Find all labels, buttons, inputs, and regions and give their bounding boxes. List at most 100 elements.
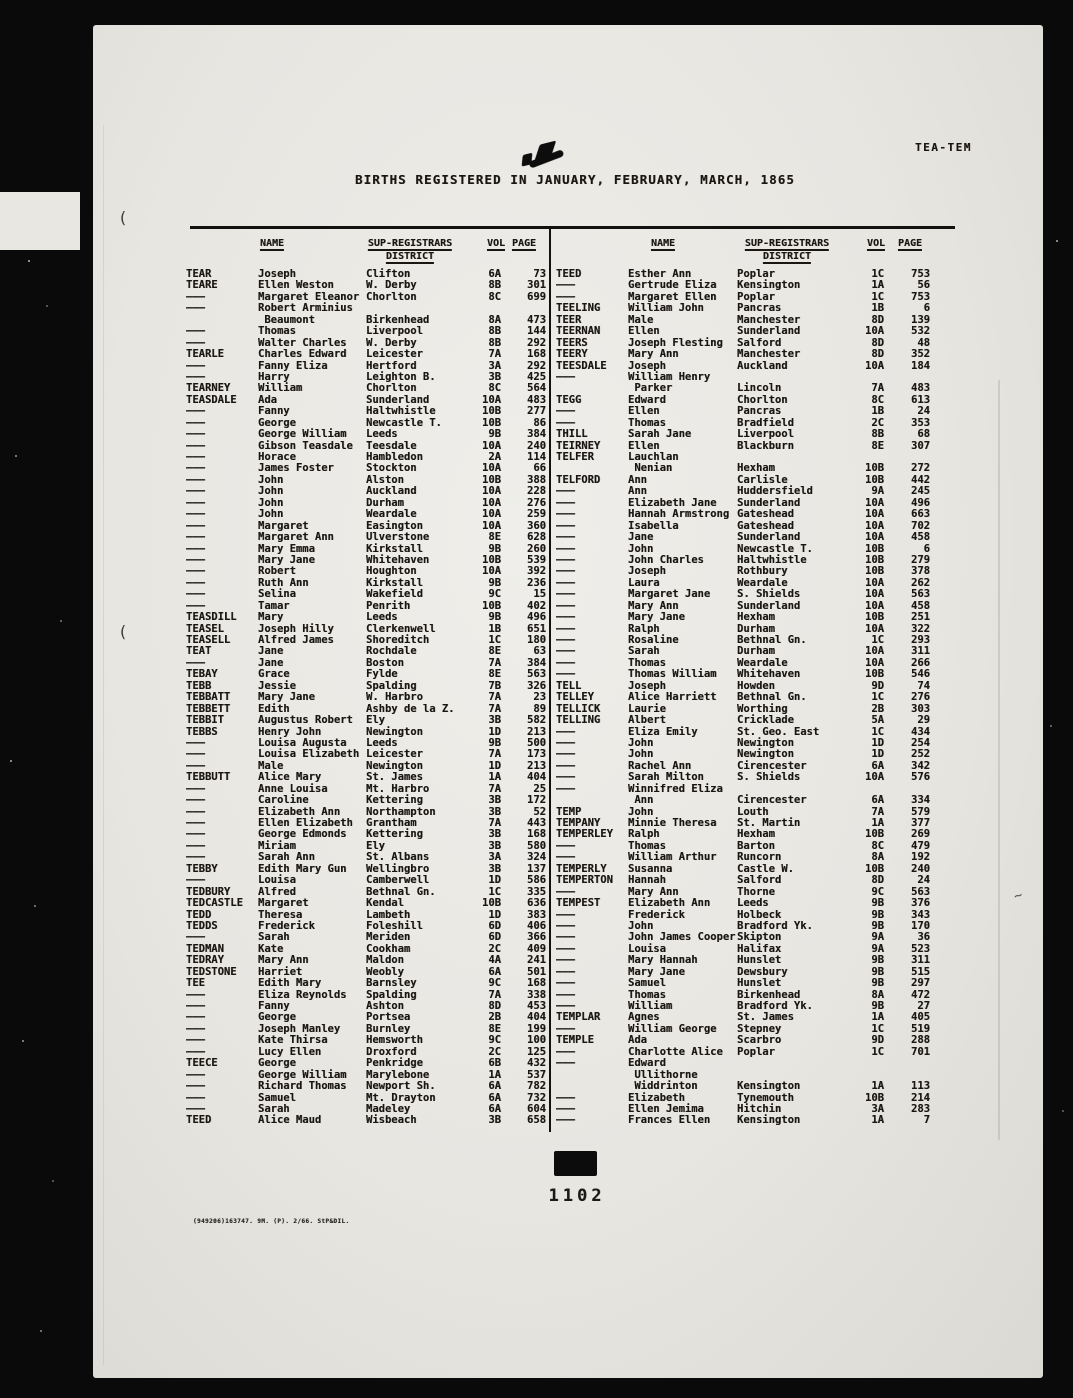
page-cell: 259 — [527, 508, 546, 521]
given-name-cell: Augustus Robert — [258, 714, 353, 727]
given-name-cell: John — [258, 496, 284, 509]
page-cell: 388 — [527, 473, 546, 486]
district-cell: Durham — [737, 622, 775, 635]
vol-cell: 1A — [488, 1068, 501, 1081]
index-row: ——— William Bradford Yk. 9B 27 — [556, 1000, 932, 1012]
vol-cell: 1C — [871, 691, 884, 704]
district-cell: Sunderland — [737, 531, 801, 544]
page-cell: 100 — [527, 1034, 546, 1047]
vol-cell: 1D — [488, 725, 501, 738]
surname-cell: ——— — [556, 279, 575, 292]
surname-cell: TEBAY — [186, 668, 218, 681]
index-row: ——— George William Marylebone 1A 537 — [186, 1068, 549, 1081]
vol-cell: 9A — [871, 485, 884, 498]
surname-cell: ——— — [556, 942, 575, 955]
page-cell: 251 — [911, 611, 930, 624]
index-row: ——— Ellen Pancras 1B 24 — [556, 405, 932, 418]
index-row: ——— John Auckland 10A 228 — [186, 485, 549, 498]
district-cell: Leeds — [366, 611, 398, 624]
district-cell: Newcastle T. — [366, 416, 442, 429]
surname-cell: ——— — [186, 473, 205, 486]
page-cell: 483 — [527, 393, 546, 406]
surname-cell: ——— — [556, 1045, 575, 1058]
page-cell: 392 — [527, 565, 546, 578]
page-cell: 582 — [527, 714, 546, 727]
given-name-cell: Jane — [258, 656, 284, 669]
district-cell: Leighton B. — [366, 370, 436, 383]
surname-cell: ——— — [186, 359, 205, 372]
surname-cell: ——— — [556, 1091, 575, 1104]
page-cell: 539 — [527, 553, 546, 566]
index-row: ——— Louisa Halifax 9A 523 — [556, 942, 932, 955]
surname-cell: TEGG — [556, 393, 582, 406]
district-cell: Hexham — [737, 828, 775, 841]
vol-cell: 1A — [871, 1080, 884, 1093]
page-cell: 576 — [911, 771, 930, 784]
surname-cell: TEE — [186, 977, 205, 990]
surname-cell: ——— — [186, 851, 205, 864]
vol-cell: 1A — [871, 1011, 884, 1024]
vol-cell: 1C — [871, 725, 884, 738]
district-cell: Hemsworth — [366, 1034, 423, 1047]
district-cell: Bradfield — [737, 416, 794, 429]
surname-cell: ——— — [556, 405, 575, 418]
page-cell: 311 — [911, 645, 930, 658]
vol-cell: 8D — [871, 348, 884, 361]
page-cell: 326 — [527, 679, 546, 692]
district-cell: Leeds — [737, 897, 769, 910]
index-row: TEASELL Alfred James Shoreditch 1C 180 — [186, 634, 549, 646]
page-cell: 25 — [533, 782, 546, 795]
surname-cell: ——— — [556, 576, 575, 589]
district-cell: Rochdale — [366, 645, 417, 658]
given-name-cell: Alice Maud — [258, 1114, 322, 1127]
district-cell: S. Shields — [737, 771, 801, 784]
surname-cell: ——— — [556, 977, 575, 990]
surname-cell: TEDDS — [186, 919, 218, 932]
given-name-cell: Nenian — [628, 462, 673, 475]
page-cell: 301 — [527, 279, 546, 292]
vol-cell: 7A — [488, 348, 501, 361]
surname-cell: ——— — [186, 759, 205, 772]
index-row: ——— Robert Arminius — [186, 302, 549, 314]
index-row: TEAT Jane Rochdale 8E 63 — [186, 645, 549, 658]
given-name-cell: Beaumont — [258, 313, 315, 326]
given-name-cell: John — [258, 485, 284, 498]
vol-cell: 1D — [488, 759, 501, 772]
margin-mark: ( — [118, 622, 128, 641]
page-cell: 343 — [911, 908, 930, 921]
vol-cell: 8B — [488, 325, 501, 338]
given-name-cell: Thomas — [628, 988, 666, 1001]
page-cell: 86 — [533, 416, 546, 429]
vol-cell: 9B — [871, 954, 884, 967]
index-row: ——— Selina Wakefield 9C 15 — [186, 588, 549, 600]
page-cell: 406 — [527, 919, 546, 932]
surname-cell: ——— — [186, 576, 205, 589]
surname-cell: ——— — [186, 1102, 205, 1115]
district-cell: Cricklade — [737, 714, 794, 727]
index-row: ——— Ellen Elizabeth Grantham 7A 443 — [186, 817, 549, 829]
page-cell: 753 — [911, 290, 930, 303]
index-row: TEBBIT Augustus Robert Ely 3B 582 — [186, 714, 549, 727]
vol-cell: 8C — [488, 290, 501, 303]
vol-cell: 7A — [488, 782, 501, 795]
index-row: ——— Fanny Haltwhistle 10B 277 — [186, 405, 549, 417]
index-row: TEMPLE Ada Scarbro 9D 288 — [556, 1034, 932, 1047]
surname-cell: ——— — [556, 553, 575, 566]
district-cell: Newington — [737, 748, 794, 761]
page-cell: 613 — [911, 393, 930, 406]
given-name-cell: John — [628, 748, 654, 761]
page-cell: 52 — [533, 805, 546, 818]
district-cell: Scarbro — [737, 1034, 782, 1047]
vol-cell: 3A — [488, 851, 501, 864]
vol-cell: 1B — [871, 405, 884, 418]
vol-cell: 3A — [488, 359, 501, 372]
index-row: Parker Lincoln 7A 483 — [556, 382, 932, 394]
page-cell: 241 — [527, 954, 546, 967]
edge-smudge-mark: ~ — [1011, 887, 1025, 905]
column-header-district: DISTRICT — [762, 251, 812, 264]
page-cell: 404 — [527, 771, 546, 784]
given-name-cell: John — [628, 919, 654, 932]
vol-cell: 7A — [488, 748, 501, 761]
page-cell: 293 — [911, 634, 930, 646]
